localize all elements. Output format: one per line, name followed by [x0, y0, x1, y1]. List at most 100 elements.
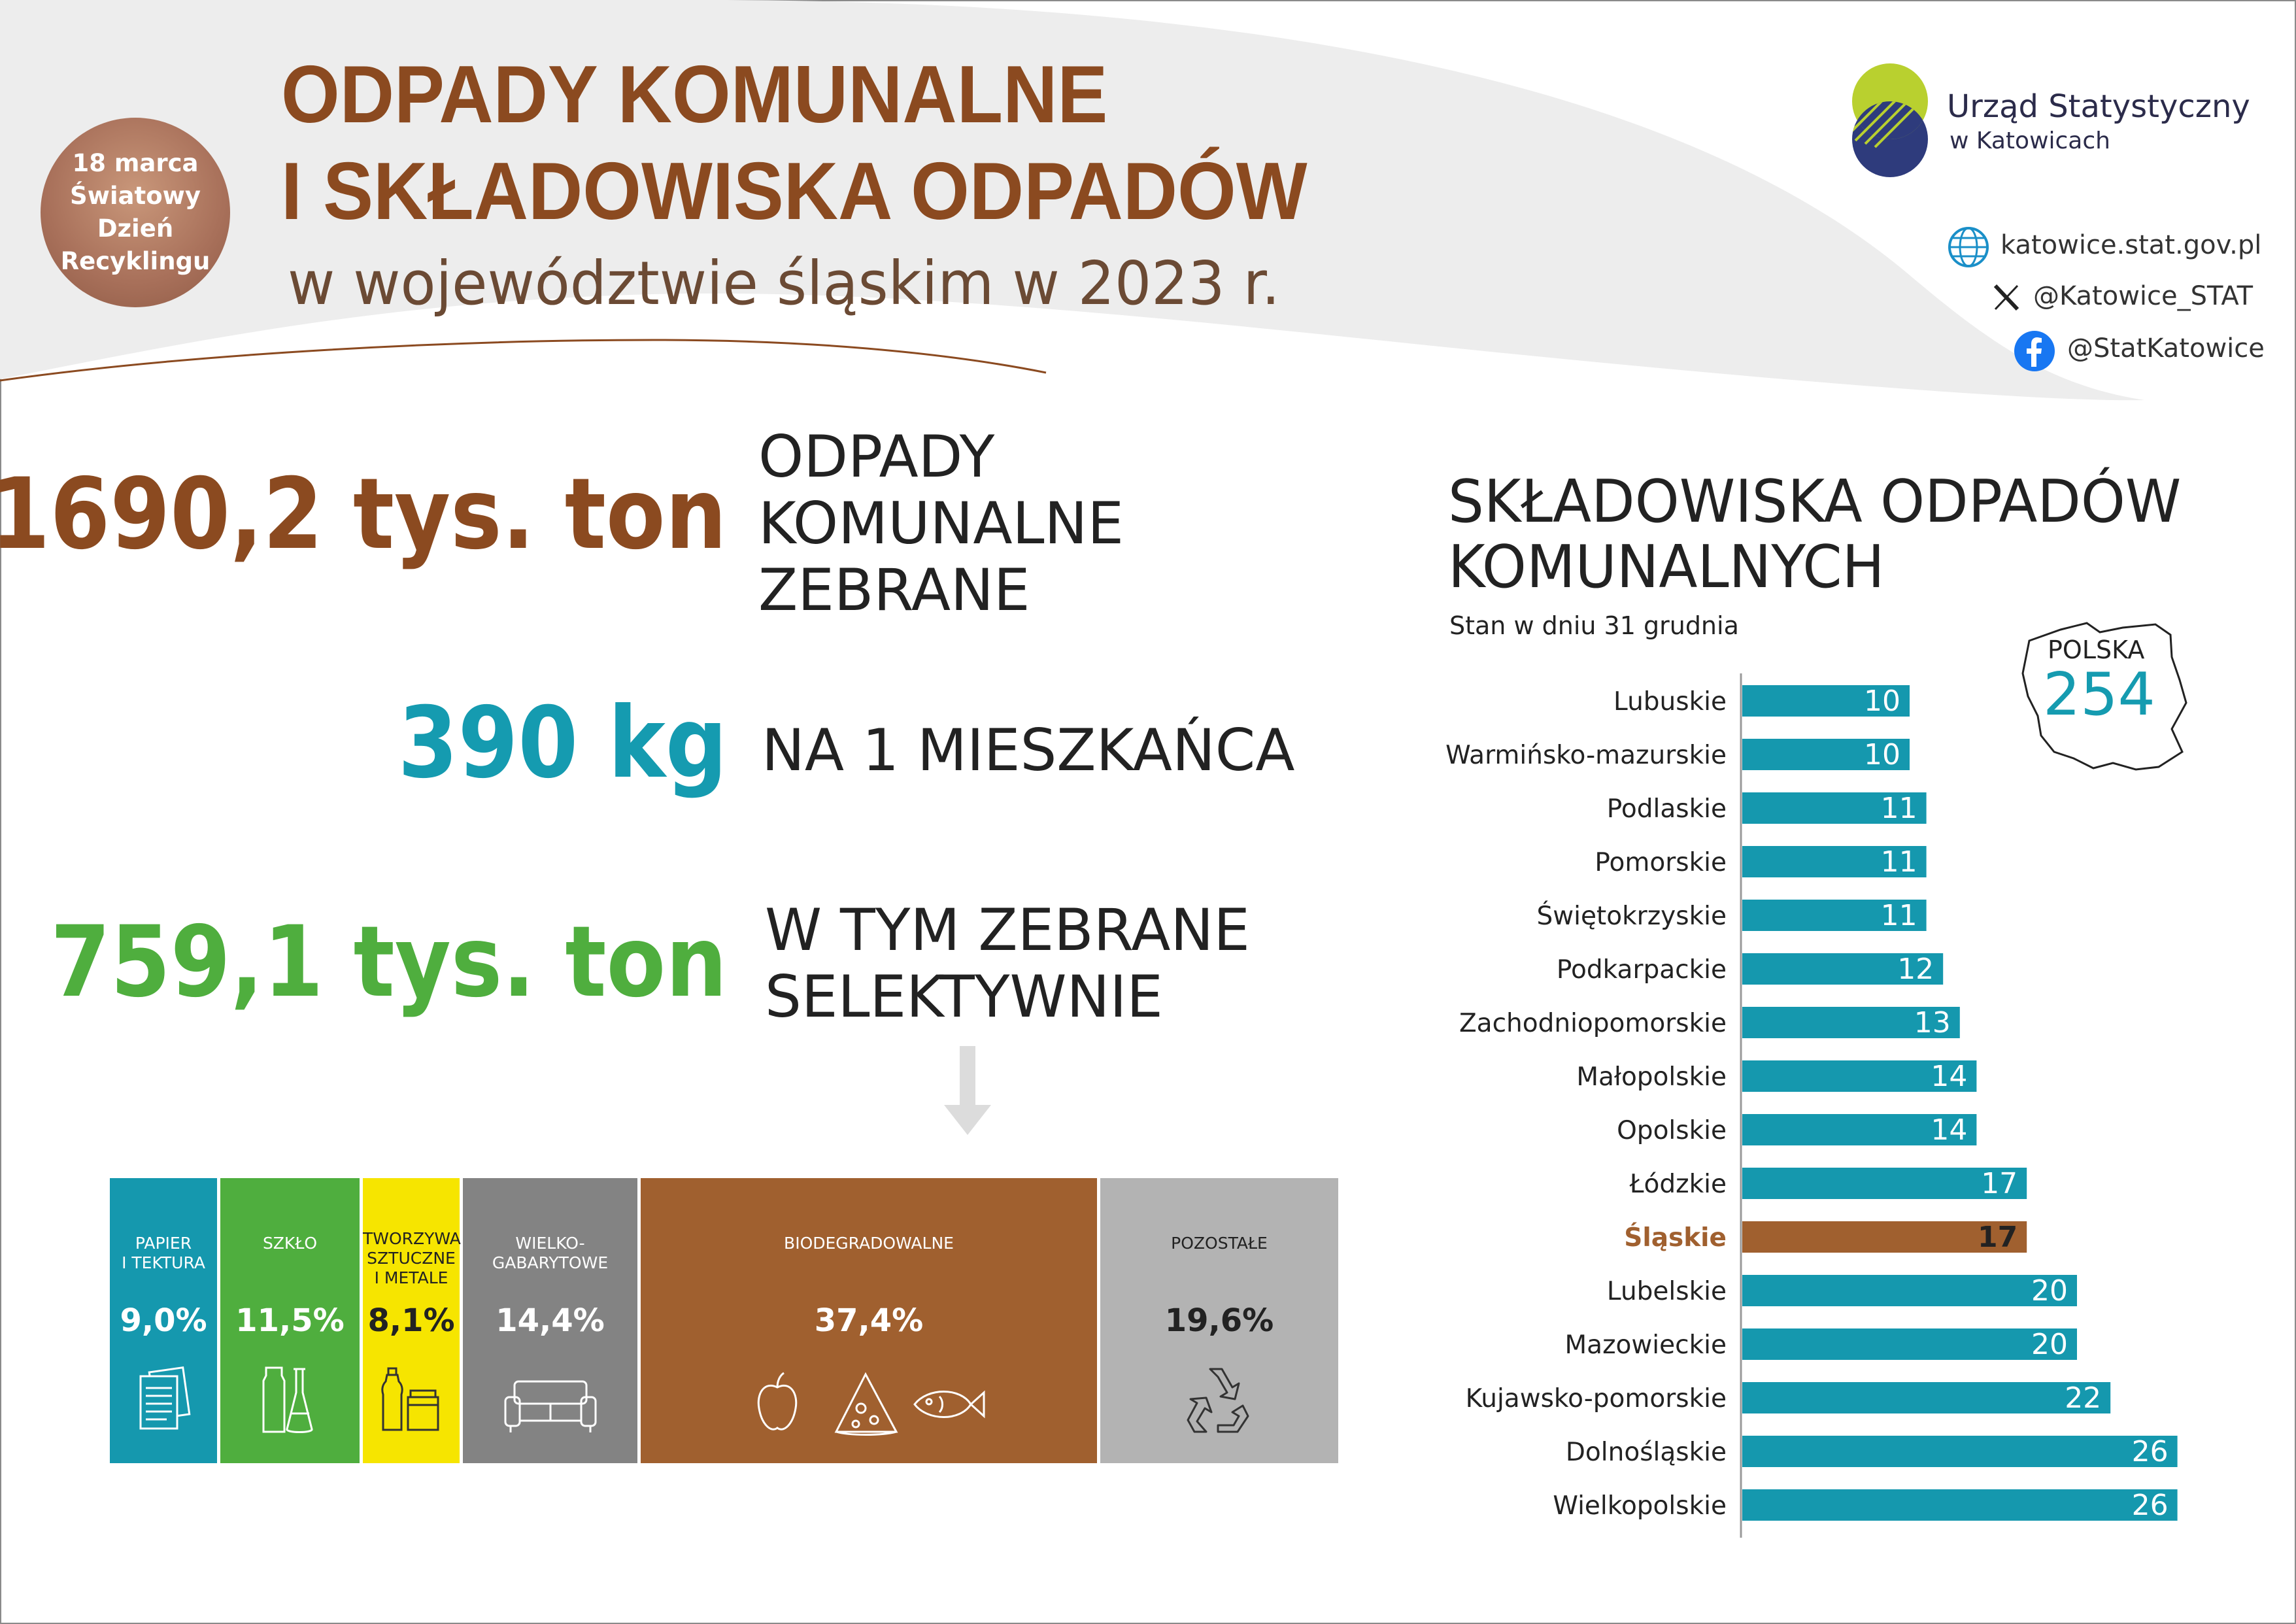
- poland-total-value: 254: [2043, 660, 2155, 729]
- category-tick-label: Mazowieckie: [1565, 1330, 1727, 1360]
- category-label: BIODEGRADOWALNE: [641, 1234, 1097, 1253]
- website-link[interactable]: katowice.stat.gov.pl: [2001, 230, 2262, 260]
- poland-map-icon: [2021, 622, 2187, 771]
- category-tick-label: Zachodniopomorskie: [1459, 1009, 1727, 1038]
- bar-value-label: 14: [1931, 1060, 1967, 1093]
- bar-łódzkie: [1742, 1168, 2027, 1199]
- badge-line: 18 marca: [72, 149, 199, 177]
- category-percent: 11,5%: [235, 1302, 345, 1339]
- category-bulky: WIELKO- GABARYTOWE 14,4%: [463, 1178, 637, 1463]
- bar-value-label: 17: [1981, 1167, 2017, 1200]
- paper-icon: [139, 1366, 191, 1430]
- category-tick-label: Pomorskie: [1595, 848, 1727, 877]
- desc-line: W TYM ZEBRANE: [765, 896, 1250, 964]
- category-percent: 19,6%: [1164, 1302, 1274, 1339]
- bar-value-label: 12: [1897, 953, 1934, 986]
- bar-wielkopolskie: [1742, 1489, 2178, 1521]
- category-tick-label: Wielkopolskie: [1553, 1491, 1727, 1521]
- bar-opolskie: [1742, 1114, 1977, 1145]
- category-paper: PAPIER I TEKTURA 9,0%: [110, 1178, 217, 1463]
- bar-małopolskie: [1742, 1060, 1977, 1092]
- category-other: POZOSTAŁE 19,6%: [1100, 1178, 1338, 1463]
- category-label: TWORZYWA SZTUCZNE I METALE: [363, 1229, 461, 1288]
- landfill-bar-chart: 10 Lubuskie 10 Warmińsko-mazurskie 11 Podlask…: [1445, 673, 2178, 1538]
- category-label-line: I TEKTURA: [122, 1253, 205, 1272]
- category-label-line: SZKŁO: [262, 1234, 318, 1253]
- selective-total-value: 759,1 tys. ton: [50, 905, 727, 1019]
- bar-kujawsko-pomorskie: [1742, 1382, 2111, 1413]
- collected-total-desc: ODPADY KOMUNALNE ZEBRANE: [758, 424, 1124, 624]
- badge-line: Recyklingu: [60, 247, 211, 275]
- bar-podkarpackie: [1742, 953, 1944, 985]
- chart-title-line: KOMUNALNYCH: [1448, 533, 1885, 601]
- office-name: Urząd Statystyczny: [1947, 88, 2250, 125]
- bar-value-label: 14: [1931, 1113, 1967, 1147]
- poland-total-label: POLSKA: [2048, 635, 2145, 664]
- bar-value-label: 11: [1881, 899, 1917, 932]
- per-capita-desc: NA 1 MIESZKAŃCA: [762, 717, 1295, 784]
- bar-świętokrzyskie: [1742, 900, 1927, 931]
- recycling-day-badge: 18 marca Światowy Dzień Recyklingu: [41, 118, 230, 307]
- category-tick-label: Dolnośląskie: [1566, 1438, 1727, 1467]
- bar-lubuskie: [1742, 685, 1910, 717]
- badge-line: Dzień: [97, 214, 174, 243]
- category-label: PAPIER I TEKTURA: [110, 1234, 217, 1273]
- office-logo-icon: [1852, 63, 1928, 177]
- category-label-line: SZTUCZNE: [367, 1249, 456, 1268]
- category-label-line: GABARYTOWE: [492, 1253, 609, 1272]
- category-plastic-metal: TWORZYWA SZTUCZNE I METALE 8,1%: [363, 1178, 461, 1463]
- bar-śląskie: [1742, 1221, 2027, 1253]
- category-tick-label: Śląskie: [1624, 1222, 1727, 1253]
- facebook-handle-link[interactable]: @StatKatowice: [2067, 333, 2265, 364]
- category-label-line: TWORZYWA: [363, 1229, 461, 1248]
- chart-title: SKŁADOWISKA ODPADÓW KOMUNALNYCH: [1448, 469, 2181, 600]
- facebook-icon: [2014, 331, 2055, 371]
- bar-value-label: 11: [1881, 792, 1917, 825]
- page-subtitle: w województwie śląskim w 2023 r.: [288, 248, 1280, 318]
- category-tick-label: Łódzkie: [1629, 1170, 1727, 1199]
- x-handle-link[interactable]: @Katowice_STAT: [2033, 281, 2254, 311]
- bar-warmińsko-mazurskie: [1742, 739, 1910, 770]
- arrow-down-icon: [944, 1046, 991, 1135]
- category-glass: SZKŁO 11,5%: [220, 1178, 360, 1463]
- category-label-line: WIELKO-: [515, 1234, 585, 1253]
- page-title-line1: ODPADY KOMUNALNE: [281, 50, 1108, 140]
- bar-value-label: 10: [1864, 685, 1900, 718]
- header-background: [0, 0, 2144, 401]
- badge-line: Światowy: [70, 182, 201, 210]
- category-percent: 9,0%: [120, 1302, 207, 1339]
- category-label-line: BIODEGRADOWALNE: [784, 1234, 954, 1253]
- per-capita-value: 390 kg: [397, 686, 727, 800]
- bar-dolnośląskie: [1742, 1436, 2178, 1467]
- bar-value-label: 20: [2031, 1328, 2068, 1361]
- glass-icon: [262, 1366, 313, 1433]
- bar-value-label: 10: [1864, 738, 1900, 771]
- category-biodegradable: BIODEGRADOWALNE 37,4%: [641, 1178, 1097, 1463]
- plastic-icon: [381, 1367, 439, 1431]
- category-label: POZOSTAŁE: [1100, 1234, 1338, 1253]
- office-city: w Katowicach: [1950, 127, 2110, 154]
- category-tick-label: Lubelskie: [1607, 1277, 1727, 1306]
- bar-value-label: 11: [1881, 845, 1917, 879]
- bar-value-label: 17: [1978, 1221, 2017, 1254]
- chart-subtitle: Stan w dniu 31 grudnia: [1449, 611, 1739, 640]
- selective-total-desc: W TYM ZEBRANE SELEKTYWNIE: [765, 897, 1250, 1030]
- category-tick-label: Małopolskie: [1576, 1062, 1727, 1092]
- desc-line: ZEBRANE: [758, 556, 1030, 624]
- food-icon: [757, 1372, 985, 1436]
- desc-line: SELEKTYWNIE: [765, 963, 1163, 1030]
- bar-value-label: 26: [2132, 1435, 2169, 1468]
- bar-podlaskie: [1742, 792, 1927, 824]
- desc-line: KOMUNALNE: [758, 490, 1124, 557]
- bar-value-label: 22: [2065, 1381, 2101, 1415]
- category-percent: 37,4%: [814, 1302, 924, 1339]
- category-tick-label: Warmińsko-mazurskie: [1445, 741, 1727, 770]
- bar-mazowieckie: [1742, 1328, 2077, 1360]
- category-tick-label: Lubuskie: [1613, 687, 1727, 717]
- chart-title-line: SKŁADOWISKA ODPADÓW: [1448, 467, 2182, 536]
- globe-icon: [1948, 227, 1989, 267]
- bar-pomorskie: [1742, 846, 1927, 877]
- desc-line: ODPADY: [758, 423, 995, 490]
- category-label: SZKŁO: [220, 1234, 360, 1253]
